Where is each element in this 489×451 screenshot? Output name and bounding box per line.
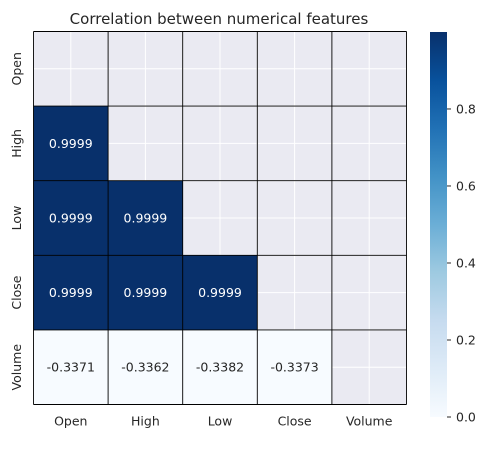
cell-annotation: -0.3382 [196,360,244,375]
heatmap-cell [33,255,109,330]
cell-annotation: -0.3373 [270,360,318,375]
y-tick-label: Close [9,275,24,309]
colorbar-tick-label: 0.6 [456,178,476,193]
y-tick-label: High [9,129,24,158]
heatmap-cells [33,31,407,405]
y-axis-tick-labels: Open High Low Close Volume [9,52,24,390]
heatmap-cell [108,255,183,330]
y-tick-label: Open [9,52,24,85]
cell-annotations: 0.9999 0.9999 0.9999 0.9999 0.9999 0.9999 -0.3… [47,136,319,375]
x-tick-label: Volume [346,414,393,429]
colorbar-tick-label: 0.4 [456,255,476,270]
colorbar-tick-label: 0.2 [456,332,476,347]
cell-annotation: 0.9999 [124,285,168,300]
cell-annotation: -0.3371 [47,360,95,375]
cell-annotation: 0.9999 [49,211,93,226]
cell-annotation: 0.9999 [124,211,168,226]
cell-annotation: -0.3362 [121,360,169,375]
x-tick-label: Close [278,414,312,429]
heatmap-cell [33,180,109,256]
cell-annotation: 0.9999 [49,285,93,300]
cell-annotation: 0.9999 [49,136,93,151]
heatmap-cell [33,329,109,405]
colorbar-ticks: 0.0 0.2 0.4 0.6 0.8 [447,101,476,425]
chart-title: Correlation between numerical features [70,10,369,28]
heatmap-cell [108,329,183,405]
heatmap-cell [182,329,258,405]
colorbar-gradient [430,32,447,417]
x-axis-tick-labels: Open High Low Close Volume [54,414,393,429]
heatmap-cell [182,255,258,330]
heatmap-cell [108,180,183,256]
x-tick-label: High [131,414,160,429]
colorbar-tick-label: 0.8 [456,101,476,116]
heatmap-cell [257,329,332,405]
heatmap-cell [33,106,109,181]
y-tick-label: Low [9,206,24,231]
y-tick-label: Volume [9,344,24,391]
cell-annotation: 0.9999 [198,285,242,300]
x-tick-label: Low [208,414,233,429]
colorbar: 0.0 0.2 0.4 0.6 0.8 [430,32,476,425]
colorbar-tick-label: 0.0 [456,410,476,425]
x-tick-label: Open [54,414,87,429]
